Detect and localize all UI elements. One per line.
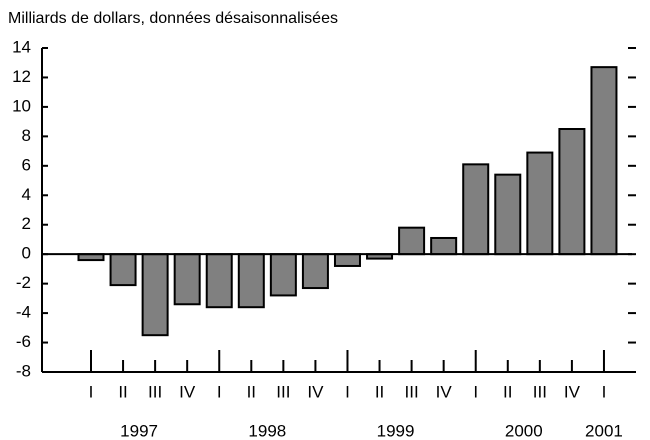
bar	[205, 253, 233, 309]
y-tick-label: -6	[16, 332, 31, 351]
y-tick-label: 6	[22, 155, 31, 174]
year-label: 1998	[248, 421, 286, 440]
x-tick-label: IV	[564, 382, 581, 401]
y-tick-label: 14	[12, 37, 31, 56]
y-tick-label: -8	[16, 361, 31, 380]
y-tick-label: 10	[12, 96, 31, 115]
x-tick-label: II	[503, 382, 512, 401]
bar	[237, 253, 265, 309]
y-tick-label: 4	[22, 185, 31, 204]
y-tick-label: 2	[22, 214, 31, 233]
y-tick-label: 8	[22, 126, 31, 145]
x-tick-label: I	[345, 382, 350, 401]
x-tick-label: I	[473, 382, 478, 401]
bar	[301, 253, 329, 290]
bar	[398, 226, 426, 256]
x-tick-label: IV	[436, 382, 453, 401]
year-label: 2000	[505, 421, 543, 440]
x-tick-label: III	[148, 382, 162, 401]
bar	[333, 253, 361, 267]
y-tick-label: 12	[12, 67, 31, 86]
x-tick-label: II	[375, 382, 384, 401]
x-tick-label: II	[247, 382, 256, 401]
x-tick-label: I	[89, 382, 94, 401]
y-tick-label: -4	[16, 303, 31, 322]
year-label: 1999	[377, 421, 415, 440]
x-tick-label: IV	[307, 382, 324, 401]
bar	[109, 253, 137, 287]
x-tick-label: IV	[179, 382, 196, 401]
y-tick-label: 0	[22, 244, 31, 263]
bar	[430, 236, 458, 256]
year-label: 1997	[120, 421, 158, 440]
bar	[173, 253, 201, 306]
x-tick-label: I	[217, 382, 222, 401]
x-tick-label: I	[602, 382, 607, 401]
bar	[526, 151, 554, 256]
x-tick-label: III	[405, 382, 419, 401]
x-tick-label: III	[533, 382, 547, 401]
bar	[494, 173, 522, 256]
bar	[269, 253, 297, 297]
x-tick-label: III	[276, 382, 290, 401]
x-tick-label: II	[118, 382, 127, 401]
y-tick-label: -2	[16, 273, 31, 292]
bar	[590, 66, 618, 256]
chart-title: Milliards de dollars, données désaisonna…	[8, 10, 338, 27]
year-label: 2001	[585, 421, 623, 440]
bar	[462, 163, 490, 256]
bar	[141, 253, 169, 337]
bar	[558, 128, 586, 256]
